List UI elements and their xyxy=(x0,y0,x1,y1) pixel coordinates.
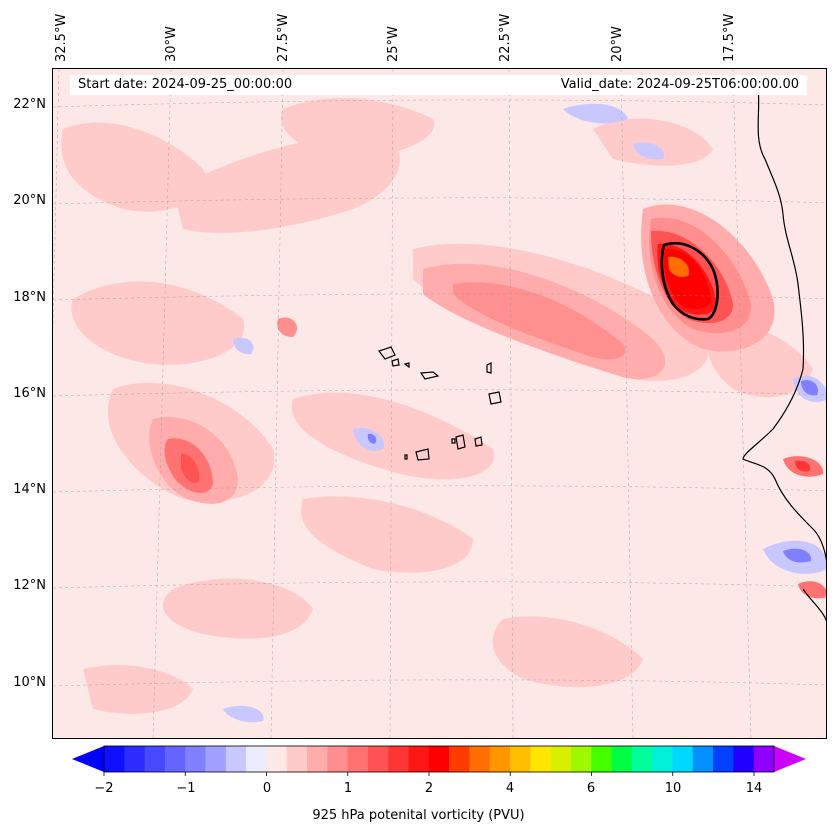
colorbar-under-arrow xyxy=(72,746,104,772)
colorbar-cell xyxy=(327,746,349,772)
colorbar-cell xyxy=(631,746,653,772)
latitude-label: 20°N xyxy=(13,193,46,208)
colorbar-tick-marks xyxy=(103,772,755,776)
colorbar-cell xyxy=(307,746,328,772)
colorbar-tick-label: 4 xyxy=(505,781,515,796)
colorbar-over-arrow xyxy=(774,746,806,772)
start-date-label: Start date: 2024-09-25_00:00:00 xyxy=(78,77,293,92)
colorbar-cell xyxy=(733,746,755,772)
colorbar-cell xyxy=(225,746,247,772)
colorbar-cell xyxy=(408,746,430,772)
colorbar-cell xyxy=(185,746,207,772)
colorbar-cell xyxy=(469,746,491,772)
colorbar-cell xyxy=(692,746,714,772)
latitude-label: 10°N xyxy=(13,675,46,690)
colorbar-tick-label: 14 xyxy=(745,781,763,796)
colorbar-outline xyxy=(103,745,775,773)
colorbar-cell xyxy=(428,746,450,772)
pv-coastal-maxima xyxy=(277,317,826,599)
colorbar-cell xyxy=(286,746,308,772)
colorbar-cell xyxy=(205,746,227,772)
latitude-label: 14°N xyxy=(13,482,46,497)
colorbar-tick-label: 6 xyxy=(586,781,596,796)
pv-map xyxy=(52,68,827,739)
pv-west-maximum xyxy=(149,417,238,504)
pv-band xyxy=(423,263,666,380)
colorbar-cell xyxy=(550,746,572,772)
graticule xyxy=(53,69,826,738)
colorbar-cell xyxy=(367,746,389,772)
colorbar-cell xyxy=(570,746,592,772)
latitude-label: 12°N xyxy=(13,578,46,593)
colorbar-cell xyxy=(591,746,613,772)
colorbar-cell xyxy=(530,746,552,772)
colorbar-tick-label: 1 xyxy=(343,781,353,796)
west-african-coastline xyxy=(742,88,826,622)
pv-field xyxy=(53,69,826,738)
colorbar-cell xyxy=(489,746,511,772)
colorbar-title: 925 hPa potenital vorticity (PVU) xyxy=(312,808,525,823)
colorbar-tick-label: 2 xyxy=(424,781,434,796)
colorbar-cell xyxy=(266,746,288,772)
valid-date-label: Valid_date: 2024-09-25T06:00:00.00 xyxy=(560,77,799,92)
date-info-bar: Start date: 2024-09-25_00:00:00 Valid_da… xyxy=(70,75,807,95)
colorbar-cell xyxy=(144,746,166,772)
colorbar-cell xyxy=(449,746,470,772)
colorbar-tick-label: 0 xyxy=(262,781,272,796)
latitude-label: 22°N xyxy=(13,97,46,112)
pv-threshold-contour xyxy=(660,242,719,321)
latitude-label: 18°N xyxy=(13,290,46,305)
colorbar-cell xyxy=(347,746,369,772)
colorbar-cell xyxy=(164,746,186,772)
colorbar-cells xyxy=(104,746,775,772)
colorbar-cell xyxy=(510,746,531,772)
colorbar-tick-label: 10 xyxy=(664,781,682,796)
colorbar-cell xyxy=(713,746,734,772)
colorbar-cell xyxy=(611,746,633,772)
pv-main-maximum xyxy=(641,204,775,352)
colorbar-cell xyxy=(388,746,410,772)
latitude-label: 16°N xyxy=(13,386,46,401)
colorbar-cell xyxy=(753,746,775,772)
colorbar-cell xyxy=(652,746,673,772)
colorbar-tick-label: −2 xyxy=(94,781,114,796)
colorbar-cell xyxy=(104,746,125,772)
colorbar-cell xyxy=(672,746,694,772)
colorbar-cell xyxy=(246,746,267,772)
colorbar-tick-label: −1 xyxy=(176,781,196,796)
cabo-verde-islands xyxy=(378,346,502,461)
colorbar-cell xyxy=(124,746,146,772)
pv-negative-cores xyxy=(367,380,819,563)
